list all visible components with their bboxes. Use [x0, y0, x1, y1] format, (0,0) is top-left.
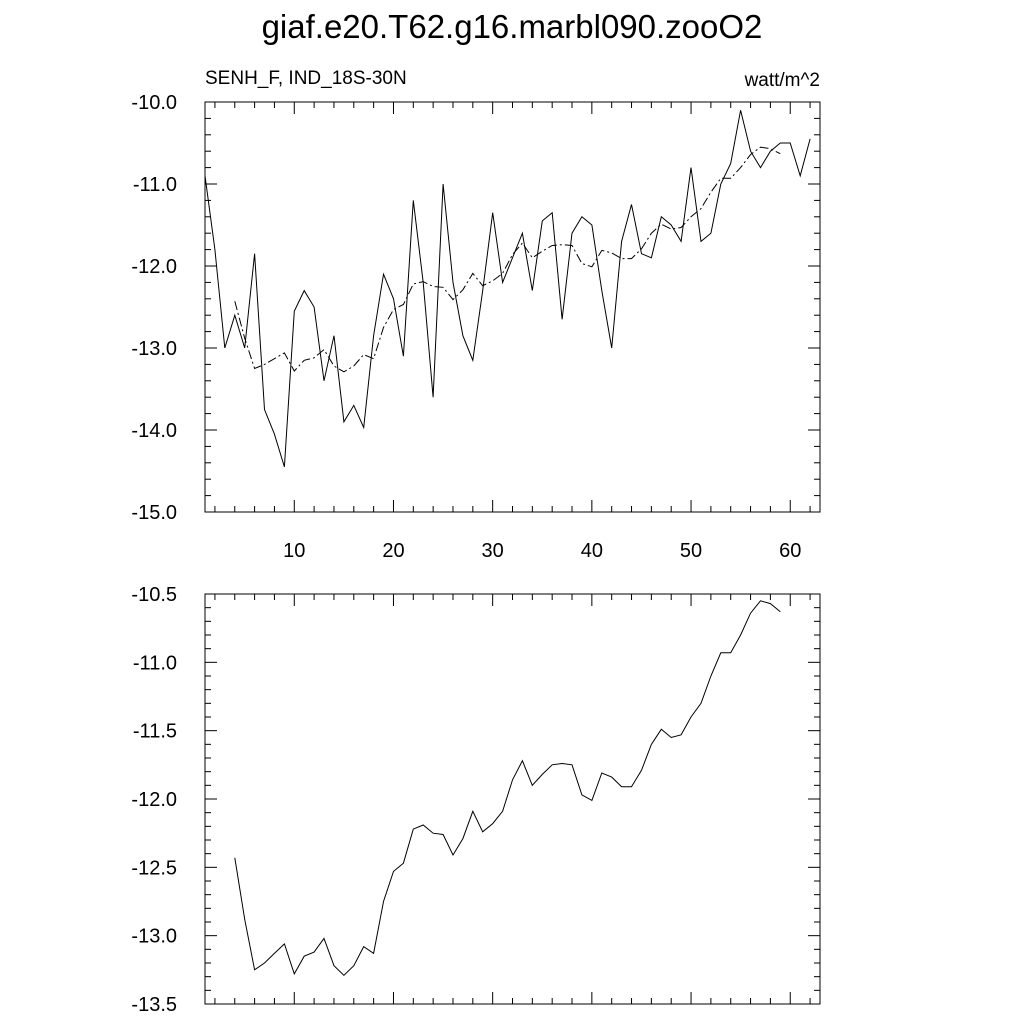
y-tick-label: -12.0	[131, 256, 177, 278]
x-tick-label: 20	[382, 540, 404, 562]
axis-ticks-bottom: -13.5 -13.0 -12.5 -12.0 -11.5 -11.0 -10.5	[131, 584, 820, 1016]
variable-region-label: SENH_F, IND_18S-30N	[205, 68, 407, 89]
x-tick-label: 60	[779, 540, 801, 562]
y-tick-label: -15.0	[131, 502, 177, 524]
y-tick-label: -13.0	[131, 926, 177, 948]
axis-ticks-top: 10 20 30 40 50 60 -15.0 -14.0 -13.0 -12.0 -11.0 -10…	[131, 92, 820, 562]
series-group-top	[204, 110, 811, 468]
series-group-bottom	[234, 600, 781, 976]
y-tick-label: -13.5	[131, 994, 177, 1016]
x-tick-label: 30	[482, 540, 504, 562]
y-tick-label: -13.0	[131, 338, 177, 360]
y-tick-label: -11.5	[133, 721, 177, 743]
x-tick-label: 10	[283, 540, 305, 562]
y-tick-label: -10.0	[131, 92, 177, 114]
chart-panel-bottom: -13.5 -13.0 -12.5 -12.0 -11.5 -11.0 -10.5	[131, 584, 821, 1016]
y-tick-label: -11.0	[133, 174, 177, 196]
y-tick-label: -12.0	[131, 789, 177, 811]
units-label: watt/m^2	[744, 70, 820, 91]
series-line-running-mean	[234, 146, 781, 373]
plot-frame-top	[204, 101, 821, 513]
x-tick-label: 50	[680, 540, 702, 562]
y-tick-label: -11.0	[133, 652, 177, 674]
chart-panel-top: SENH_F, IND_18S-30N watt/m^2 10 20 30 40 50 6…	[131, 68, 821, 562]
y-tick-label: -12.5	[131, 857, 177, 879]
series-line-annual	[204, 110, 811, 468]
y-tick-label: -14.0	[131, 420, 177, 442]
x-tick-label: 40	[581, 540, 603, 562]
plot-frame-bottom	[204, 593, 821, 1005]
figure-title: giaf.e20.T62.g16.marbl090.zooO2	[262, 8, 763, 45]
y-tick-label: -10.5	[131, 584, 177, 606]
series-line-annual	[234, 600, 781, 976]
